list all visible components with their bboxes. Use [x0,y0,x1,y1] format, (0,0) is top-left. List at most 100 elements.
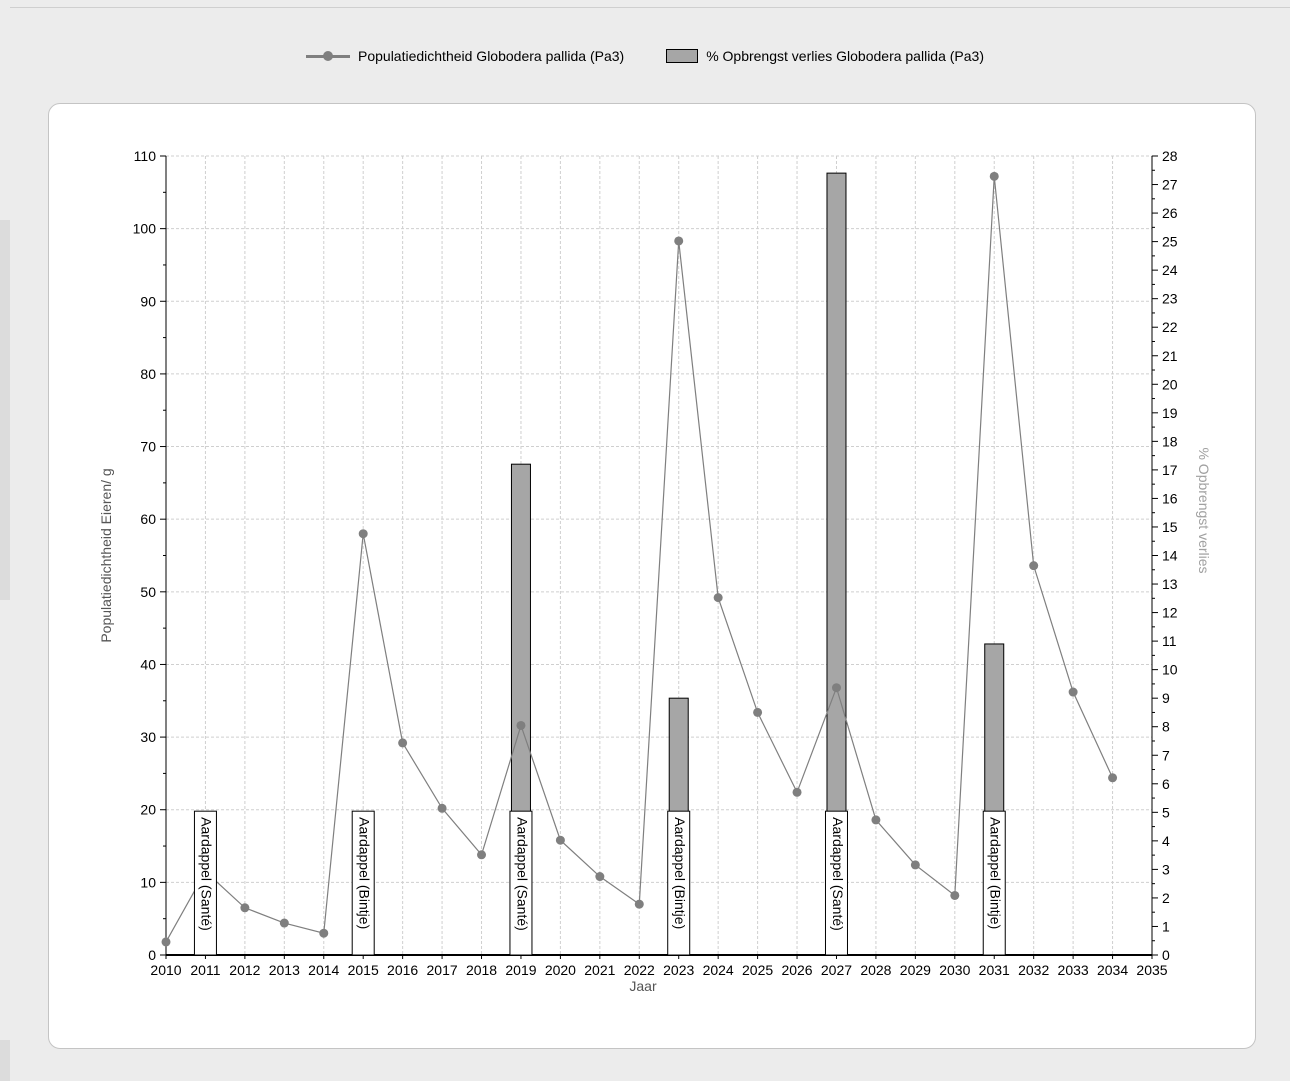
y-right-tick-label: 10 [1162,662,1178,678]
x-tick-label: 2025 [742,962,773,978]
x-tick-label: 2015 [348,962,379,978]
x-tick-label: 2032 [1018,962,1049,978]
y-right-tick-label: 9 [1162,690,1170,706]
y-left-tick-label: 40 [140,656,156,672]
x-tick-label: 2012 [229,962,260,978]
y-right-tick-label: 14 [1162,548,1178,564]
x-tick-label: 2029 [900,962,931,978]
x-tick-label: 2028 [860,962,891,978]
legend-bar-label: % Opbrengst verlies Globodera pallida (P… [706,48,984,64]
line-point [871,815,881,825]
y-axis-right-label: % Opbrengst verlies [1196,447,1212,573]
y-right-tick-label: 1 [1162,918,1170,934]
y-axis-left-label: Populatiedichtheid Eieren/ g [98,468,114,642]
y-right-tick-label: 20 [1162,376,1178,392]
y-right-tick-label: 19 [1162,405,1178,421]
y-right-tick-label: 13 [1162,576,1178,592]
crop-annotation: Aardappel (Santé) [824,810,848,956]
y-right-tick-label: 26 [1162,205,1178,221]
crop-annotation-label: Aardappel (Bintje) [988,817,1004,929]
y-right-tick-label: 22 [1162,319,1178,335]
y-left-tick-label: 20 [140,802,156,818]
y-right-tick-label: 28 [1162,148,1178,164]
x-tick-label: 2026 [781,962,812,978]
line-point [477,850,487,860]
y-right-tick-label: 4 [1162,833,1170,849]
x-tick-label: 2023 [663,962,694,978]
y-left-tick-label: 100 [133,221,157,237]
y-left-tick-label: 70 [140,439,156,455]
axes: 2010 2011 2012 2013 2014 2015 2016 2017 2018 2019… [133,148,1178,978]
y-right-tick-label: 24 [1162,262,1178,278]
y-right-tick-label: 27 [1162,177,1178,193]
crop-annotation-box [667,810,691,956]
crop-annotation-label: Aardappel (Santé) [199,817,215,931]
legend-bar-swatch-icon [666,49,699,63]
crop-annotation: Aardappel (Bintje) [351,810,375,956]
x-tick-label: 2019 [505,962,536,978]
line-point [398,738,408,748]
y-left-tick-label: 90 [140,293,156,309]
y-right-tick-label: 25 [1162,234,1178,250]
legend-line-marker-icon [306,49,350,63]
line-point [279,918,289,928]
legend-item-bar[interactable]: % Opbrengst verlies Globodera pallida (P… [666,48,984,64]
legend-item-line[interactable]: Populatiedichtheid Globodera pallida (Pa… [306,48,624,64]
y-right-tick-label: 2 [1162,890,1170,906]
x-tick-label: 2027 [821,962,852,978]
legend-line-label: Populatiedichtheid Globodera pallida (Pa… [358,48,625,64]
y-left-tick-label: 110 [134,148,157,164]
y-right-tick-label: 5 [1162,804,1170,820]
x-tick-label: 2031 [979,962,1010,978]
y-right-tick-label: 16 [1162,490,1178,506]
x-tick-label: 2014 [308,962,339,978]
crop-annotation-box [509,810,533,956]
y-right-tick-label: 0 [1162,947,1170,963]
line-point [634,899,644,909]
x-tick-label: 2013 [269,962,300,978]
line-point [989,171,999,181]
line-point [358,529,368,539]
x-tick-label: 2011 [190,962,220,978]
y-right-tick-label: 21 [1162,348,1178,364]
y-right-tick-label: 23 [1162,291,1178,307]
x-tick-label: 2030 [939,962,970,978]
y-right-tick-label: 11 [1162,633,1177,649]
line-point [792,787,802,797]
chart-svg: 2010 2011 2012 2013 2014 2015 2016 2017 2018 2019… [98,148,1212,994]
crop-annotation: Aardappel (Santé) [193,810,217,956]
line-point [950,890,960,900]
y-left-tick-label: 30 [140,729,156,745]
line-point [1029,561,1039,571]
line-point [516,720,526,730]
line-point [674,236,684,246]
plot-panel: 2010 2011 2012 2013 2014 2015 2016 2017 2018 2019… [48,103,1256,1049]
y-right-tick-label: 8 [1162,719,1170,735]
crop-annotation-label: Aardappel (Santé) [830,817,846,931]
x-tick-label: 2021 [584,962,615,978]
line-point [595,872,605,882]
crop-annotation: Aardappel (Bintje) [667,810,691,956]
line-point [437,803,447,813]
left-edge-strip [0,220,10,600]
crop-annotation-box [193,810,217,956]
x-tick-label: 2010 [150,962,181,978]
y-left-tick-label: 50 [140,584,156,600]
chart-legend: Populatiedichtheid Globodera pallida (Pa… [0,44,1290,68]
crop-annotation: Aardappel (Santé) [509,810,533,956]
line-point [713,593,723,603]
line-point [1068,687,1078,697]
x-tick-label: 2017 [427,962,458,978]
line-point [240,903,250,913]
x-tick-label: 2016 [387,962,418,978]
x-tick-label: 2018 [466,962,497,978]
y-right-tick-label: 15 [1162,519,1178,535]
y-right-tick-label: 12 [1162,605,1178,621]
crop-annotation-box [824,810,848,956]
crop-annotation-label: Aardappel (Santé) [514,817,530,931]
axis-labels: Jaar Populatiedichtheid Eieren/ g % Opbr… [98,447,1212,994]
crop-annotation-box [351,810,375,956]
crop-annotation-box [982,810,1006,956]
annotations: Aardappel (Santé) Aardappel (Bintje) Aarda… [193,810,1006,956]
